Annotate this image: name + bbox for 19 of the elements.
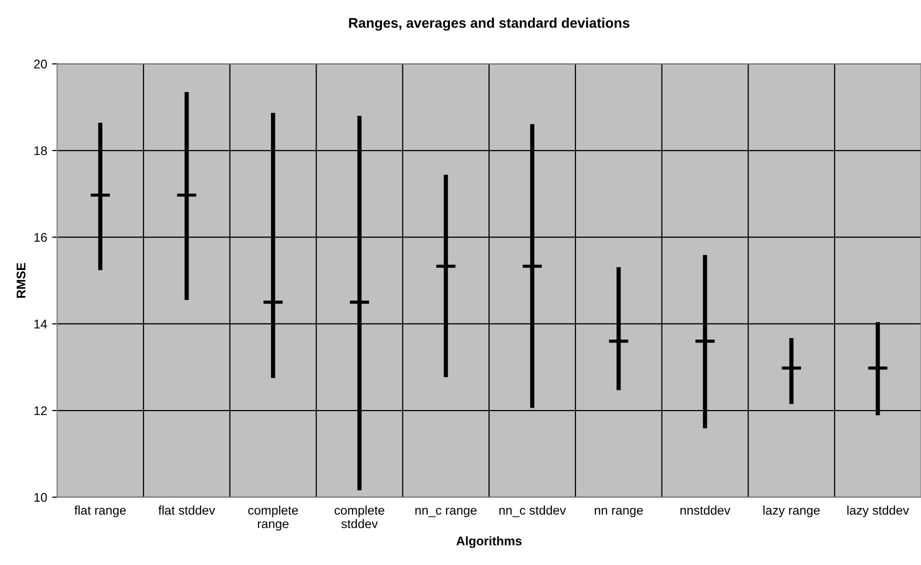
x-tick-label: complete stddev [334, 506, 384, 528]
y-axis-title: RMSE [16, 262, 26, 298]
y-tick-label: 16 [34, 232, 47, 242]
x-tick-label: flat stddev [158, 506, 216, 515]
y-tick-label: 18 [34, 146, 47, 156]
x-tick-label: nn_c stddev [499, 506, 566, 518]
y-tick-label: 10 [34, 493, 47, 502]
y-tick-label: 20 [34, 60, 47, 68]
x-tick-label: lazy stddev [847, 506, 910, 518]
x-tick-label: lazy range [763, 506, 820, 518]
x-tick-label: nn range [594, 508, 643, 518]
y-tick-label: 14 [34, 320, 48, 328]
x-tick-label: flat range [74, 506, 126, 518]
x-tick-label: nnstddev [680, 506, 730, 515]
x-tick-label: nn_c range [415, 508, 477, 518]
y-tick-label: 12 [34, 406, 47, 416]
x-axis-title: Algorithms [456, 536, 522, 548]
chart-title: Ranges, averages and standard deviations [349, 18, 630, 31]
x-tick-label: complete range [248, 506, 298, 531]
